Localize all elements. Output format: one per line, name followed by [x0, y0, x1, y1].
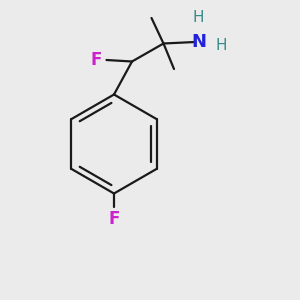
Text: N: N [191, 33, 206, 51]
Text: H: H [193, 10, 204, 25]
Text: F: F [91, 51, 102, 69]
Text: H: H [215, 38, 226, 52]
Text: F: F [108, 210, 120, 228]
